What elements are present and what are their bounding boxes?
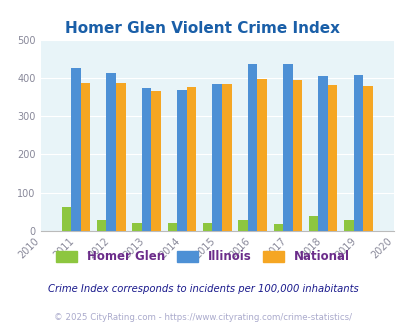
Bar (222, 84, 231, 231)
Bar (318, 76, 327, 231)
Bar (62, 207, 71, 231)
Bar (282, 64, 292, 231)
Bar (141, 88, 151, 231)
Bar (292, 80, 301, 231)
Bar (273, 224, 282, 231)
Bar (151, 90, 160, 231)
Bar (257, 79, 266, 231)
Bar (327, 85, 337, 231)
Bar (106, 73, 116, 231)
Bar (167, 222, 177, 231)
Text: © 2025 CityRating.com - https://www.cityrating.com/crime-statistics/: © 2025 CityRating.com - https://www.city… (54, 313, 351, 322)
Bar (71, 68, 81, 231)
Bar (97, 220, 106, 231)
Text: Crime Index corresponds to incidents per 100,000 inhabitants: Crime Index corresponds to incidents per… (47, 284, 358, 294)
Bar (177, 90, 186, 231)
Bar (212, 84, 222, 231)
Bar (186, 87, 196, 231)
Bar (308, 216, 318, 231)
Bar (238, 220, 247, 231)
Bar (353, 75, 362, 231)
Bar (202, 222, 212, 231)
Text: Homer Glen Violent Crime Index: Homer Glen Violent Crime Index (65, 21, 340, 36)
Bar (132, 223, 141, 231)
Legend: Homer Glen, Illinois, National: Homer Glen, Illinois, National (53, 247, 352, 267)
Bar (81, 83, 90, 231)
Bar (343, 219, 353, 231)
Bar (116, 83, 125, 231)
Bar (362, 86, 372, 231)
Bar (247, 64, 257, 231)
